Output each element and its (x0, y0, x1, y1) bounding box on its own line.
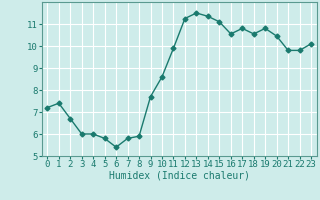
X-axis label: Humidex (Indice chaleur): Humidex (Indice chaleur) (109, 171, 250, 181)
